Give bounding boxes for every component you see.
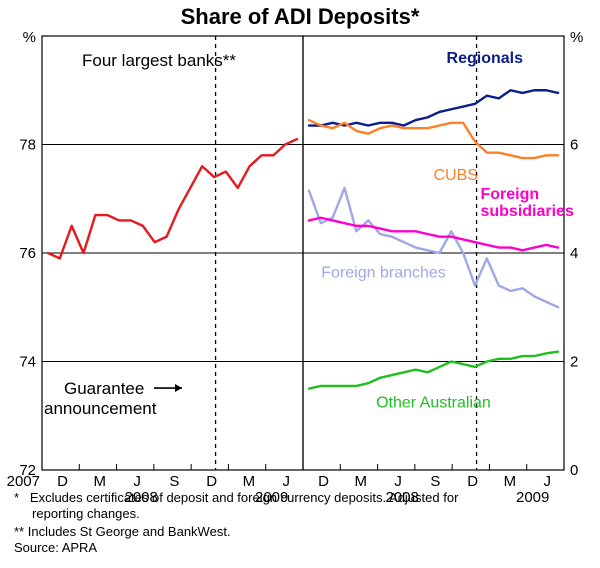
svg-text:S: S <box>169 473 179 490</box>
svg-text:0: 0 <box>570 462 578 479</box>
chart-container: Share of ADI Deposits* 72747678%0246%DMJ… <box>0 0 600 568</box>
svg-text:subsidiaries: subsidiaries <box>480 203 573 220</box>
svg-text:Guarantee: Guarantee <box>64 379 144 398</box>
svg-text:2007: 2007 <box>7 473 40 490</box>
svg-text:D: D <box>318 473 329 490</box>
svg-text:78: 78 <box>19 137 36 154</box>
svg-text:76: 76 <box>19 245 36 262</box>
svg-text:%: % <box>570 29 583 46</box>
svg-text:D: D <box>57 473 68 490</box>
svg-text:J: J <box>133 473 141 490</box>
svg-text:J: J <box>282 473 290 490</box>
svg-text:announcement: announcement <box>44 399 157 418</box>
svg-text:Regionals: Regionals <box>447 50 524 67</box>
svg-text:CUBS: CUBS <box>434 167 478 184</box>
svg-text:M: M <box>355 473 368 490</box>
svg-text:74: 74 <box>19 354 36 371</box>
svg-text:J: J <box>543 473 551 490</box>
footnote-source: Source: APRA <box>14 540 584 556</box>
svg-text:6: 6 <box>570 137 578 154</box>
svg-text:Foreign: Foreign <box>480 186 539 203</box>
svg-text:D: D <box>467 473 478 490</box>
svg-text:%: % <box>23 29 36 46</box>
footnote-star: * Excludes certificates of deposit and f… <box>14 490 584 523</box>
footnote-dstar: ** Includes St George and BankWest. <box>14 524 584 540</box>
svg-text:D: D <box>206 473 217 490</box>
svg-text:M: M <box>504 473 517 490</box>
svg-text:Other Australian: Other Australian <box>376 395 491 412</box>
svg-text:M: M <box>94 473 107 490</box>
svg-text:S: S <box>430 473 440 490</box>
chart-svg: 72747678%0246%DMJSDMJDMJSDMJ200720082009… <box>0 0 600 568</box>
svg-text:Four largest banks**: Four largest banks** <box>82 51 236 70</box>
svg-text:4: 4 <box>570 245 578 262</box>
svg-text:2: 2 <box>570 354 578 371</box>
svg-text:Foreign branches: Foreign branches <box>321 264 446 281</box>
svg-text:M: M <box>243 473 256 490</box>
svg-text:J: J <box>394 473 402 490</box>
